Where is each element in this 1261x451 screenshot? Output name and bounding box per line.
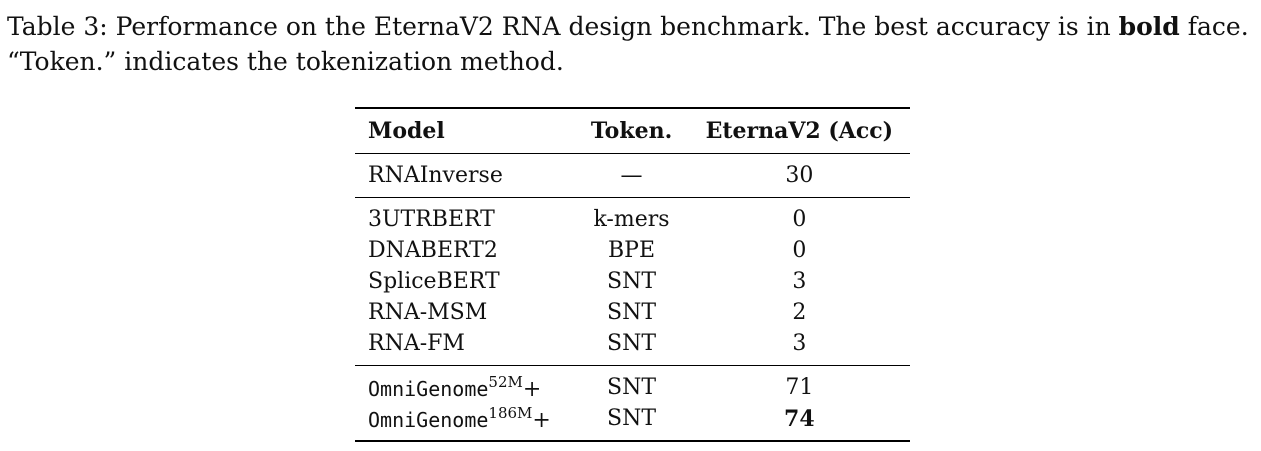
table-row: OmniGenome186M+ SNT 74 xyxy=(355,403,910,441)
cell-model: RNAInverse xyxy=(368,163,503,188)
cell-acc: 3 xyxy=(792,331,807,356)
table-caption: Table 3: Performance on the EternaV2 RNA… xyxy=(7,9,1257,79)
cell-acc: 0 xyxy=(792,238,807,263)
cell-model: SpliceBERT xyxy=(368,269,500,294)
cell-acc: 0 xyxy=(792,207,807,232)
cell-model: OmniGenome52M+ xyxy=(355,366,574,404)
cell-token: SNT xyxy=(607,269,657,294)
cell-model: RNA-FM xyxy=(368,331,465,356)
table-row: SpliceBERT SNT 3 xyxy=(355,266,910,297)
cell-acc: 71 xyxy=(785,375,814,400)
model-name: OmniGenome xyxy=(368,408,489,432)
cell-token: k-mers xyxy=(593,207,670,232)
model-size: 186M xyxy=(488,404,533,422)
cell-token: SNT xyxy=(607,375,657,400)
caption-label: Table 3: xyxy=(7,12,108,41)
cell-acc-best: 74 xyxy=(784,405,815,432)
model-suffix: + xyxy=(532,408,551,433)
results-table: Model Token. EternaV2 (Acc) RNAInverse —… xyxy=(355,107,910,442)
caption-text-end: face. xyxy=(1187,12,1249,41)
caption-line-1: Table 3: Performance on the EternaV2 RNA… xyxy=(7,9,1257,44)
table-row: RNA-FM SNT 3 xyxy=(355,328,910,366)
model-name: OmniGenome xyxy=(368,377,489,401)
cell-acc: 2 xyxy=(792,300,807,325)
table-row: DNABERT2 BPE 0 xyxy=(355,235,910,266)
cell-acc: 3 xyxy=(792,269,807,294)
header-acc: EternaV2 (Acc) xyxy=(705,118,894,144)
caption-line-2: “Token.” indicates the tokenization meth… xyxy=(7,47,564,76)
cell-model: RNA-MSM xyxy=(368,300,488,325)
table-row: OmniGenome52M+ SNT 71 xyxy=(355,365,910,404)
model-size: 52M xyxy=(488,373,523,391)
cell-token: SNT xyxy=(607,406,657,431)
cell-token: SNT xyxy=(607,331,657,356)
cell-acc: 30 xyxy=(785,163,814,188)
cell-token: SNT xyxy=(607,300,657,325)
table-row: 3UTRBERT k-mers 0 xyxy=(355,197,910,236)
caption-bold-word: bold xyxy=(1118,12,1180,41)
table-row: RNA-MSM SNT 2 xyxy=(355,297,910,328)
header-model: Model xyxy=(368,118,445,144)
table-row: RNAInverse — 30 xyxy=(355,153,910,198)
header-token: Token. xyxy=(590,118,673,144)
cell-model: 3UTRBERT xyxy=(368,207,495,232)
cell-token: BPE xyxy=(608,238,656,263)
cell-model: DNABERT2 xyxy=(368,238,498,263)
header-row: Model Token. EternaV2 (Acc) xyxy=(355,108,910,154)
cell-model: OmniGenome186M+ xyxy=(355,403,574,441)
cell-token: — xyxy=(620,163,643,188)
caption-text: Performance on the EternaV2 RNA design b… xyxy=(115,12,1111,41)
model-suffix: + xyxy=(522,377,542,402)
